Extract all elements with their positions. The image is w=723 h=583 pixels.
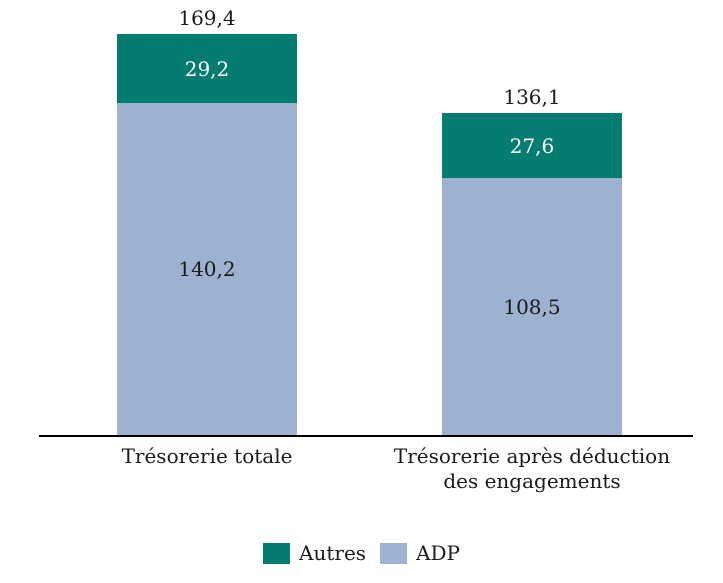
legend-swatch-autres xyxy=(263,542,291,564)
segment-value-label: 27,6 xyxy=(509,133,555,158)
bar-total-label: 169,4 xyxy=(178,6,236,31)
x-axis-line xyxy=(39,435,693,437)
bar-total-label: 136,1 xyxy=(503,84,561,109)
legend-swatch-adp xyxy=(380,542,408,564)
segment-value-label: 140,2 xyxy=(178,257,236,282)
bar-segment-adp: 108,5 xyxy=(442,178,622,435)
chart-legend: Autres ADP xyxy=(0,541,723,565)
x-axis-category-label: Trésorerie après déduction des engagemen… xyxy=(393,444,671,493)
bar-group-tresorerie-totale: 169,4 29,2 140,2 xyxy=(117,6,297,435)
bar-segment-autres: 27,6 xyxy=(442,112,622,179)
legend-item-adp: ADP xyxy=(380,541,460,565)
legend-label: Autres xyxy=(299,541,367,565)
legend-item-autres: Autres xyxy=(263,541,366,565)
x-axis-category-label: Trésorerie totale xyxy=(121,444,293,468)
legend-label: ADP xyxy=(416,541,460,565)
segment-value-label: 29,2 xyxy=(184,56,230,81)
segment-value-label: 108,5 xyxy=(503,294,561,319)
bar-group-tresorerie-apres-deduction: 136,1 27,6 108,5 xyxy=(442,85,622,435)
bar-segment-adp: 140,2 xyxy=(117,103,297,435)
bar-segment-autres: 29,2 xyxy=(117,34,297,104)
